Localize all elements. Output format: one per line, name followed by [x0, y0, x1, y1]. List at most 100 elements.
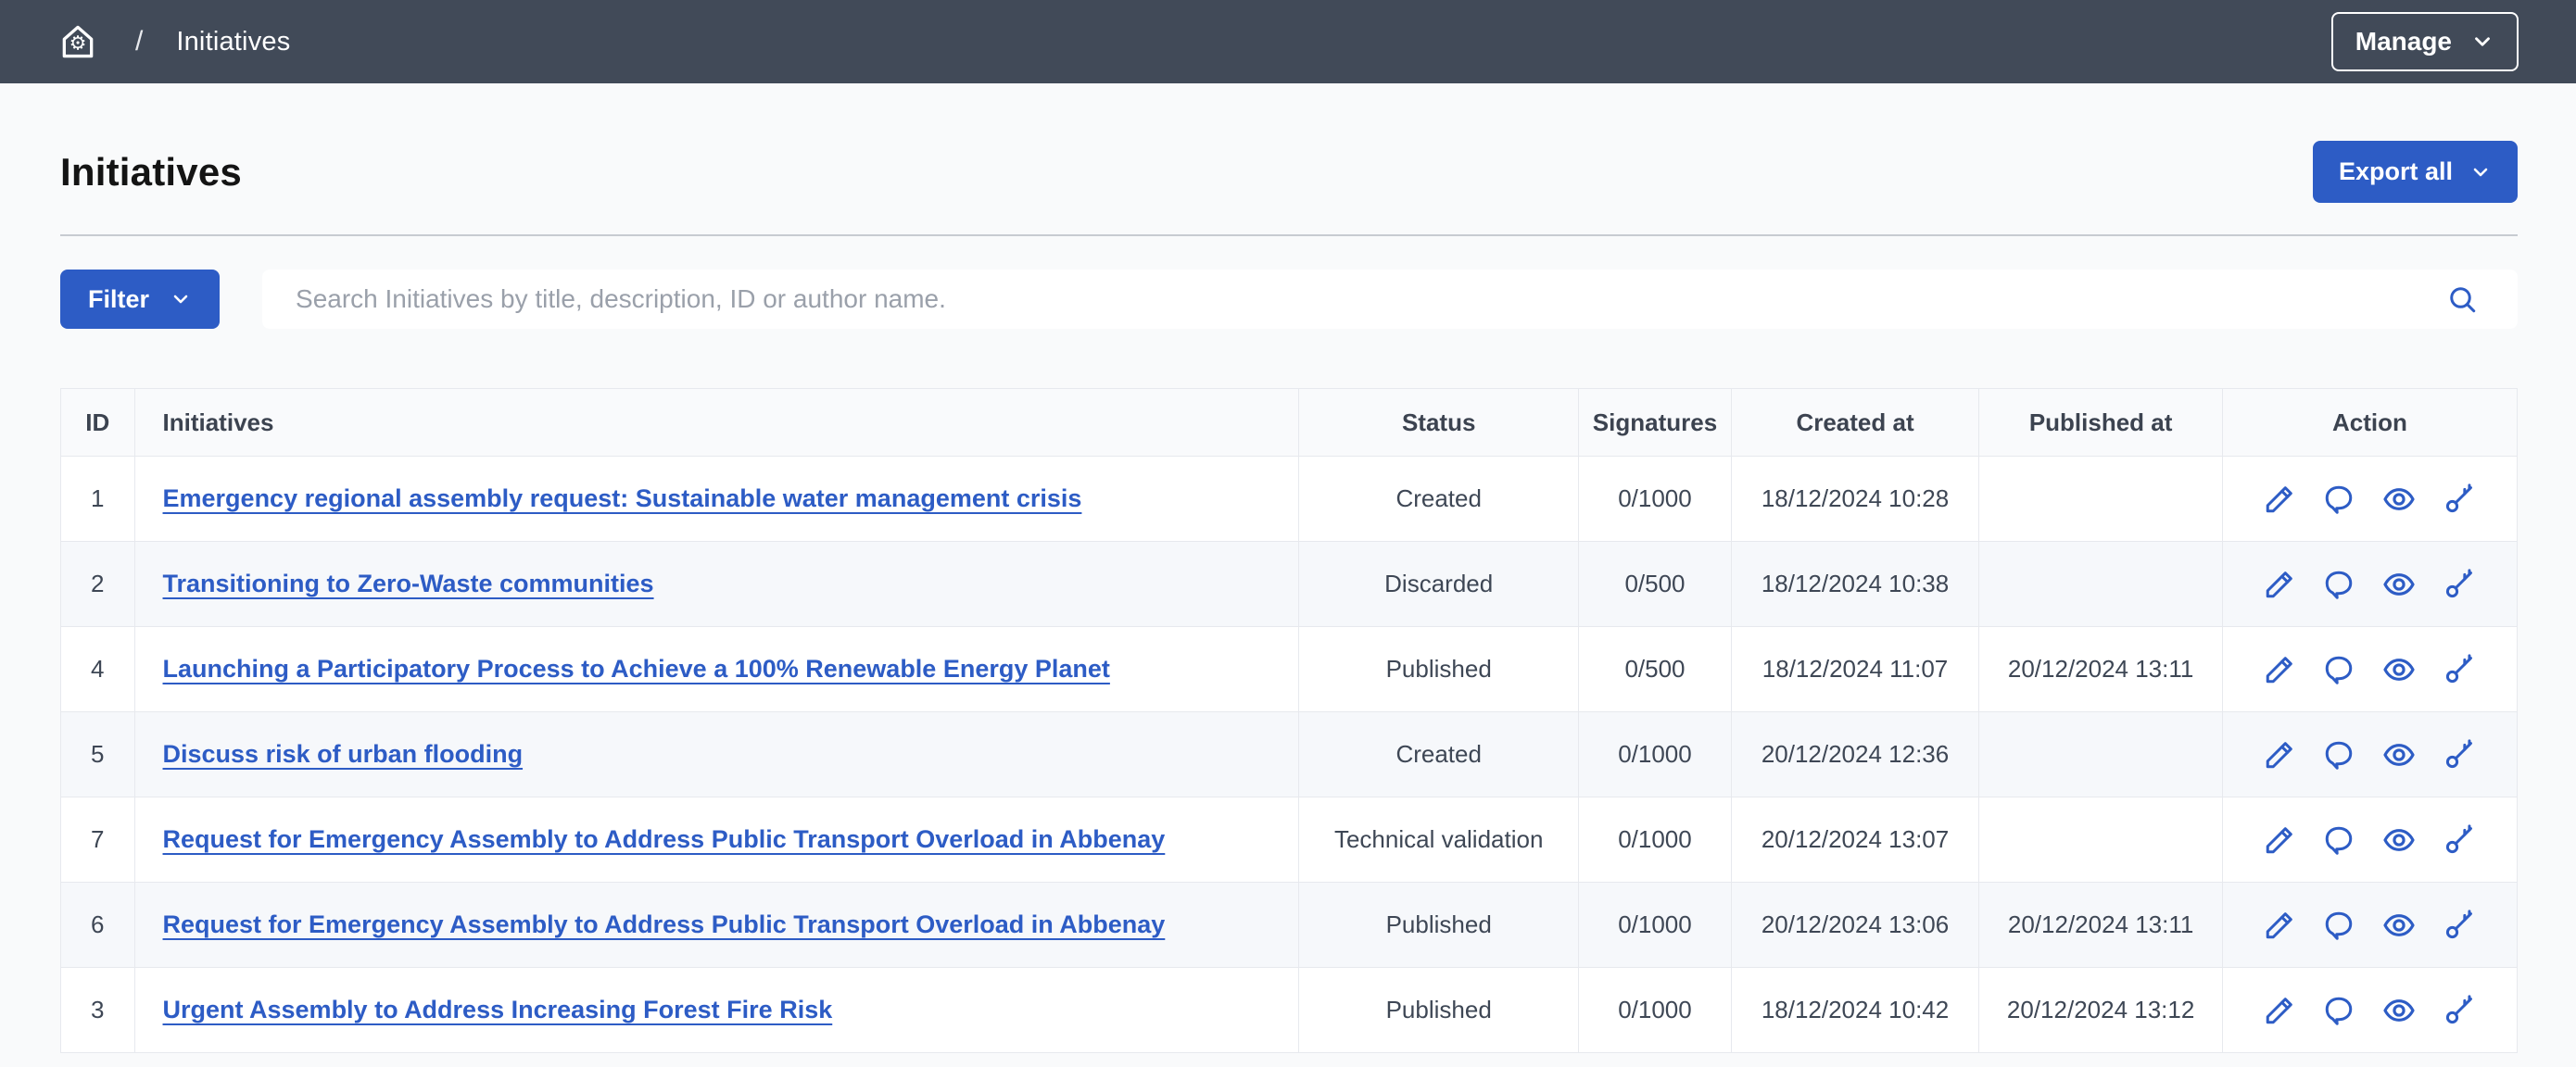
chevron-down-icon	[2470, 30, 2494, 54]
page-title: Initiatives	[60, 149, 242, 194]
preview-button[interactable]	[2381, 993, 2417, 1028]
permissions-button[interactable]	[2443, 823, 2476, 857]
export-all-button[interactable]: Export all	[2312, 141, 2518, 203]
edit-button[interactable]	[2263, 823, 2296, 857]
gear-icon: ⚙	[69, 32, 87, 55]
initiative-id: 2	[60, 541, 135, 627]
manage-button-label: Manage	[2355, 27, 2452, 56]
initiative-status: Published	[1298, 626, 1580, 712]
eye-icon	[2381, 908, 2417, 943]
answer-button[interactable]	[2322, 568, 2355, 601]
key-icon	[2443, 653, 2476, 686]
title-divider	[60, 234, 2518, 236]
speech-bubble-icon	[2322, 483, 2355, 516]
edit-button[interactable]	[2263, 483, 2296, 516]
preview-button[interactable]	[2381, 482, 2417, 517]
initiative-created-at: 18/12/2024 10:38	[1730, 541, 1980, 627]
pencil-icon	[2263, 483, 2296, 516]
initiative-title-link[interactable]: Request for Emergency Assembly to Addres…	[162, 910, 1166, 938]
key-icon	[2443, 909, 2476, 942]
header-initiatives: Initiatives	[133, 388, 1300, 457]
initiative-title-link[interactable]: Urgent Assembly to Address Increasing Fo…	[162, 995, 833, 1023]
initiative-published-at: 20/12/2024 13:11	[1978, 626, 2223, 712]
initiative-title-link[interactable]: Transitioning to Zero-Waste communities	[162, 569, 654, 597]
key-icon	[2443, 483, 2476, 516]
edit-button[interactable]	[2263, 994, 2296, 1027]
table-header-row: ID Initiatives Status Signatures Created…	[60, 388, 2519, 457]
answer-button[interactable]	[2322, 994, 2355, 1027]
key-icon	[2443, 568, 2476, 601]
search-box	[262, 270, 2518, 329]
eye-icon	[2381, 737, 2417, 772]
table-row: 3 Urgent Assembly to Address Increasing …	[60, 967, 2519, 1053]
initiative-title-link[interactable]: Launching a Participatory Process to Ach…	[162, 654, 1110, 683]
permissions-button[interactable]	[2443, 909, 2476, 942]
initiative-published-at	[1978, 797, 2223, 883]
initiative-published-at	[1978, 541, 2223, 627]
initiative-signatures: 0/1000	[1578, 882, 1732, 968]
initiative-published-at	[1978, 456, 2223, 542]
table-row: 2 Transitioning to Zero-Waste communitie…	[60, 541, 2519, 627]
initiative-created-at: 18/12/2024 10:42	[1730, 967, 1980, 1053]
permissions-button[interactable]	[2443, 653, 2476, 686]
initiatives-table: ID Initiatives Status Signatures Created…	[60, 388, 2519, 1053]
table-row: 4 Launching a Participatory Process to A…	[60, 626, 2519, 712]
preview-button[interactable]	[2381, 567, 2417, 602]
manage-button[interactable]: Manage	[2330, 12, 2519, 71]
main-content: Initiatives Export all Filter	[0, 141, 2576, 1053]
preview-button[interactable]	[2381, 822, 2417, 858]
table-row: 5 Discuss risk of urban flooding Created…	[60, 711, 2519, 797]
speech-bubble-icon	[2322, 568, 2355, 601]
answer-button[interactable]	[2322, 653, 2355, 686]
answer-button[interactable]	[2322, 483, 2355, 516]
answer-button[interactable]	[2322, 909, 2355, 942]
answer-button[interactable]	[2322, 823, 2355, 857]
answer-button[interactable]	[2322, 738, 2355, 772]
initiative-signatures: 0/1000	[1578, 967, 1732, 1053]
initiative-created-at: 18/12/2024 10:28	[1730, 456, 1980, 542]
initiative-title-link[interactable]: Discuss risk of urban flooding	[162, 739, 524, 768]
speech-bubble-icon	[2322, 823, 2355, 857]
initiative-title-link[interactable]: Emergency regional assembly request: Sus…	[162, 483, 1082, 512]
pencil-icon	[2263, 738, 2296, 772]
key-icon	[2443, 994, 2476, 1027]
edit-button[interactable]	[2263, 568, 2296, 601]
initiative-title-link[interactable]: Request for Emergency Assembly to Addres…	[162, 824, 1166, 853]
search-icon[interactable]	[2445, 282, 2479, 316]
permissions-button[interactable]	[2443, 738, 2476, 772]
permissions-button[interactable]	[2443, 994, 2476, 1027]
home-icon	[57, 21, 98, 62]
header-id: ID	[60, 388, 135, 457]
speech-bubble-icon	[2322, 909, 2355, 942]
chevron-down-icon	[2469, 161, 2492, 183]
pencil-icon	[2263, 823, 2296, 857]
initiative-signatures: 0/500	[1578, 626, 1732, 712]
initiative-id: 6	[60, 882, 135, 968]
header-action: Action	[2221, 388, 2519, 457]
home-button[interactable]: ⚙	[57, 21, 98, 62]
search-input[interactable]	[262, 270, 2518, 329]
initiative-status: Technical validation	[1298, 797, 1580, 883]
initiative-signatures: 0/1000	[1578, 711, 1732, 797]
initiative-status: Created	[1298, 456, 1580, 542]
pencil-icon	[2263, 568, 2296, 601]
initiative-signatures: 0/500	[1578, 541, 1732, 627]
initiative-created-at: 20/12/2024 12:36	[1730, 711, 1980, 797]
key-icon	[2443, 823, 2476, 857]
edit-button[interactable]	[2263, 653, 2296, 686]
edit-button[interactable]	[2263, 909, 2296, 942]
filter-button[interactable]: Filter	[60, 270, 221, 329]
initiative-signatures: 0/1000	[1578, 797, 1732, 883]
initiative-published-at	[1978, 711, 2223, 797]
preview-button[interactable]	[2381, 737, 2417, 772]
initiative-id: 3	[60, 967, 135, 1053]
edit-button[interactable]	[2263, 738, 2296, 772]
preview-button[interactable]	[2381, 652, 2417, 687]
header-signatures: Signatures	[1578, 388, 1732, 457]
preview-button[interactable]	[2381, 908, 2417, 943]
permissions-button[interactable]	[2443, 483, 2476, 516]
initiative-status: Created	[1298, 711, 1580, 797]
permissions-button[interactable]	[2443, 568, 2476, 601]
eye-icon	[2381, 993, 2417, 1028]
eye-icon	[2381, 822, 2417, 858]
